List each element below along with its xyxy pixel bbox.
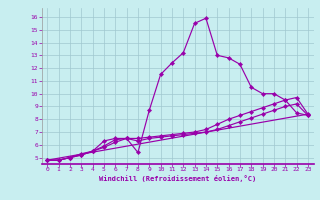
X-axis label: Windchill (Refroidissement éolien,°C): Windchill (Refroidissement éolien,°C) <box>99 175 256 182</box>
